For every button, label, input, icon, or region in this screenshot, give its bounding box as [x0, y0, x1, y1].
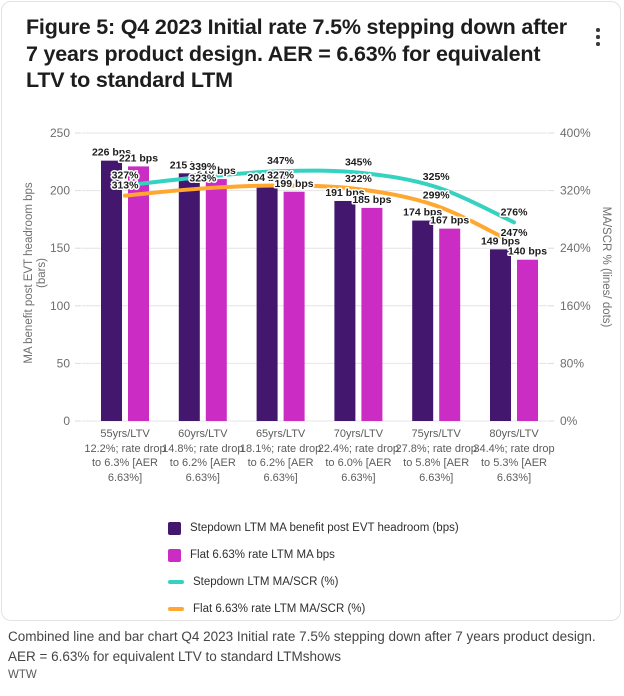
more-options-kebab-icon[interactable] [589, 24, 607, 50]
line-value-label: 299% [423, 190, 451, 202]
right-axis-tick-label: 320% [560, 184, 591, 198]
stepdown-mascr-line [123, 168, 516, 225]
legend-label: Flat 6.63% rate LTM MA/SCR (%) [193, 603, 366, 615]
bar-value-label: 185 bps [352, 194, 391, 206]
legend-label: Stepdown LTM MA/SCR (%) [193, 576, 339, 588]
bar-value-label: 167 bps [430, 215, 469, 227]
legend-swatch-icon [168, 548, 181, 562]
bar-value-label: 221 bps [119, 152, 158, 164]
legend-item: Stepdown LTM MA/SCR (%) [168, 573, 459, 591]
bar-value-label: 140 bps [508, 246, 547, 258]
stepdown-bar [412, 220, 434, 421]
line-value-label: 345% [345, 157, 373, 169]
line-value-label: 247% [501, 227, 529, 239]
figure-card: Figure 5: Q4 2023 Initial rate 7.5% step… [1, 1, 621, 621]
left-axis-title: MA benefit post EVT headroom bps(bars) [23, 182, 48, 364]
line-value-label: 313% [112, 180, 140, 192]
stepdown-bar [101, 160, 122, 421]
legend-line-icon [168, 580, 184, 584]
left-axis-tick-label: 0 [63, 414, 70, 428]
legend-item: Stepdown LTM MA benefit post EVT headroo… [168, 519, 459, 537]
line-value-label: 339% [189, 161, 217, 173]
kebab-dot [596, 35, 600, 39]
x-category-label: 55yrs/LTV 12.2%; rate drop to 6.3% [AER … [84, 428, 166, 484]
right-axis-tick-label: 80% [560, 356, 584, 370]
stepdown-bar [490, 249, 511, 421]
flat-rate-bar [517, 259, 538, 421]
legend-label: Stepdown LTM MA benefit post EVT headroo… [190, 522, 459, 534]
x-category-label: 70yrs/LTV 22.4%; rate drop to 6.0% [AER … [317, 428, 400, 484]
line-value-label: 276% [501, 206, 529, 218]
legend-item: Flat 6.63% rate LTM MA/SCR (%) [168, 600, 459, 618]
kebab-dot [596, 42, 600, 46]
flat-rate-bar [283, 191, 305, 421]
x-category-label: 80yrs/LTV 34.4%; rate drop to 5.3% [AER … [473, 428, 555, 484]
x-category-label: 60yrs/LTV 14.8%; rate drop to 6.2% [AER … [162, 428, 244, 484]
legend-swatch-icon [168, 521, 181, 535]
kebab-dot [596, 28, 600, 32]
bar-value-label: 199 bps [275, 178, 314, 190]
left-axis-tick-label: 150 [50, 241, 70, 255]
bar-value-label: 191 bps [325, 187, 364, 199]
left-axis-tick-label: 50 [57, 356, 71, 370]
legend-line-icon [168, 607, 184, 611]
stepdown-bar [178, 173, 200, 421]
figure-caption: Combined line and bar chart Q4 2023 Init… [8, 629, 596, 665]
line-value-label: 322% [345, 173, 373, 185]
chart-legend: Stepdown LTM MA benefit post EVT headroo… [168, 519, 459, 618]
source-label: WTW [8, 669, 37, 681]
right-axis-title: MA/SCR % (lines/ dots) [600, 207, 612, 328]
stepdown-bar [256, 185, 278, 421]
bar-value-label: 210 bps [197, 165, 236, 177]
bar-value-label: 204 bps [248, 172, 287, 184]
flat-rate-bar [439, 228, 461, 421]
stepdown-bar [334, 200, 356, 421]
left-axis-tick-label: 200 [50, 184, 70, 198]
bar-value-label: 174 bps [403, 207, 442, 219]
flat-rate-bar [361, 207, 383, 421]
bar-value-label: 215 bps [170, 159, 209, 171]
legend-label: Flat 6.63% rate LTM MA bps [190, 549, 335, 561]
line-value-label: 327% [112, 170, 140, 182]
combo-chart: 0 0% 50 80% 100 160% 150 240% 200 320% 250 400% MA b… [23, 126, 612, 428]
x-category-label: 75yrs/LTV 27.8%; rate drop to 5.8% [AER … [395, 428, 477, 484]
figure-title: Figure 5: Q4 2023 Initial rate 7.5% step… [26, 15, 567, 93]
x-category-label: 65yrs/LTV 18.1%; rate drop to 6.2% [AER … [239, 428, 322, 484]
bar-value-label: 149 bps [481, 235, 520, 247]
line-value-label: 325% [423, 171, 451, 183]
bar-value-label: 226 bps [92, 147, 131, 159]
right-axis-tick-label: 240% [560, 241, 591, 255]
left-axis-tick-label: 100 [50, 299, 70, 313]
flat-rate-mascr-line [123, 183, 516, 246]
legend-item: Flat 6.63% rate LTM MA bps [168, 546, 459, 564]
line-value-label: 327% [267, 170, 295, 182]
right-axis-tick-label: 400% [560, 126, 591, 140]
right-axis-tick-label: 0% [560, 414, 578, 428]
right-axis-tick-label: 160% [560, 299, 591, 313]
flat-rate-bar [205, 179, 227, 421]
line-value-label: 347% [267, 155, 295, 167]
flat-rate-bar [128, 166, 149, 421]
left-axis-tick-label: 250 [50, 126, 70, 140]
line-value-label: 323% [189, 172, 217, 184]
